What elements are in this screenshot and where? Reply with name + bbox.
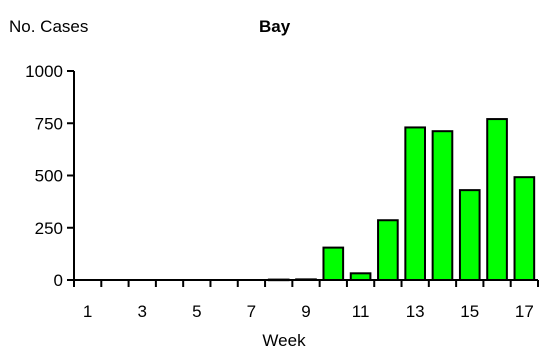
bar-week-11 [349, 272, 372, 281]
bar-week-12 [377, 219, 399, 281]
bar-week-16 [486, 118, 508, 281]
x-tick-label-15: 15 [460, 302, 479, 321]
y-tick-label-750: 750 [35, 114, 63, 133]
x-tick-label-17: 17 [515, 302, 534, 321]
bar-week-13 [404, 126, 427, 282]
y-tick-label-500: 500 [35, 167, 63, 186]
y-axis-title: No. Cases [9, 17, 88, 36]
x-tick-label-3: 3 [138, 302, 147, 321]
bars-group [267, 118, 536, 282]
x-tick-label-11: 11 [352, 302, 370, 321]
bar-week-17 [513, 176, 536, 281]
y-tick-label-0: 0 [54, 271, 63, 290]
x-tick-label-1: 1 [83, 302, 92, 321]
x-tick-label-13: 13 [406, 302, 425, 321]
x-tick-label-9: 9 [301, 302, 310, 321]
bar-week-15 [458, 189, 481, 282]
chart-title: Bay [259, 17, 291, 36]
x-tick-label-5: 5 [192, 302, 201, 321]
bar-week-10 [322, 246, 345, 282]
y-tick-label-1000: 1000 [25, 62, 63, 81]
y-tick-label-250: 250 [35, 219, 63, 238]
x-tick-label-7: 7 [247, 302, 256, 321]
x-axis-title: Week [262, 331, 306, 350]
bar-week-14 [431, 130, 454, 281]
